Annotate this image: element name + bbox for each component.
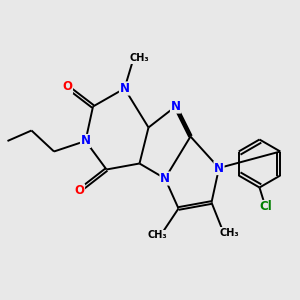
Text: N: N — [119, 82, 130, 95]
Text: N: N — [80, 134, 91, 148]
Text: N: N — [170, 100, 181, 113]
Text: O: O — [74, 184, 85, 197]
Text: N: N — [214, 161, 224, 175]
Text: O: O — [62, 80, 73, 94]
Text: N: N — [160, 172, 170, 185]
Text: CH₃: CH₃ — [148, 230, 167, 241]
Text: CH₃: CH₃ — [220, 227, 239, 238]
Text: Cl: Cl — [259, 200, 272, 214]
Text: CH₃: CH₃ — [130, 53, 149, 64]
